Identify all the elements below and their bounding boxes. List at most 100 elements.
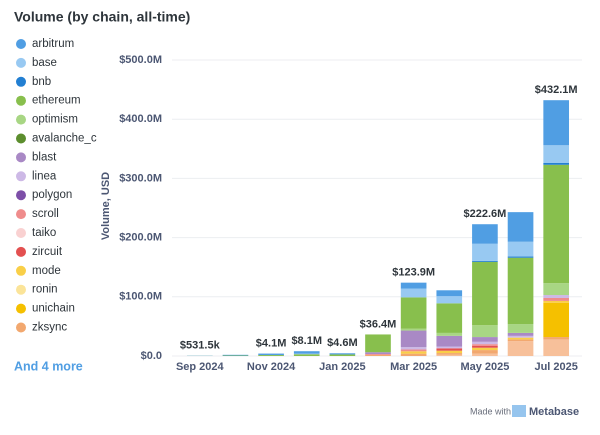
legend-swatch — [16, 76, 26, 87]
bar-segment — [436, 346, 463, 349]
y-axis-title: Volume, USD — [100, 172, 112, 240]
bar-segment — [365, 354, 391, 356]
legend-swatch — [16, 284, 26, 295]
y-tick-label: $100.0M — [119, 291, 162, 303]
bar-segment — [436, 303, 463, 333]
x-tick-label: Jan 2025 — [319, 361, 365, 373]
legend-label: mode — [32, 265, 61, 277]
bar-segment — [365, 334, 391, 353]
legend-label: ethereum — [32, 95, 81, 107]
legend-swatch — [16, 265, 26, 276]
bar-segment — [400, 349, 427, 352]
bar-segment — [507, 257, 534, 325]
bar-segment — [400, 288, 427, 298]
bar-segment — [543, 300, 570, 303]
legend-swatch — [16, 133, 26, 144]
legend-swatch — [16, 57, 26, 68]
bar-segment — [507, 335, 534, 338]
bar-segment — [436, 332, 463, 336]
total-label: $4.6M — [327, 337, 358, 349]
bar-segment — [507, 341, 534, 356]
bar-segment — [400, 353, 427, 356]
total-label: $123.9M — [392, 267, 435, 279]
bar-segment — [436, 296, 463, 304]
bar-segment — [543, 145, 570, 164]
legend-label: polygon — [32, 189, 72, 201]
legend-label: blast — [32, 151, 57, 163]
footer-made-with: Made with — [470, 406, 511, 416]
x-tick-label: Jul 2025 — [534, 361, 577, 373]
bar-segment — [543, 164, 570, 284]
bar-segment — [543, 100, 570, 146]
bar-segment — [507, 212, 534, 242]
legend-swatch — [16, 246, 26, 257]
bar-segment — [436, 353, 463, 355]
bar-segment — [543, 339, 570, 356]
x-tick-label: Mar 2025 — [390, 361, 437, 373]
legend-swatch — [16, 322, 26, 333]
legend-label: base — [32, 57, 57, 69]
bar-segment — [472, 353, 498, 356]
bar-segment — [507, 241, 534, 257]
legend-label: linea — [32, 170, 57, 182]
legend-swatch — [16, 190, 26, 201]
bar-segment — [543, 295, 570, 298]
bar-segment — [400, 328, 427, 331]
bar-segment — [329, 353, 356, 355]
bar-segment — [258, 355, 284, 356]
y-tick-label: $500.0M — [119, 54, 162, 66]
legend-label: zksync — [32, 322, 67, 334]
bar-segment — [472, 224, 498, 244]
legend-swatch — [16, 114, 26, 125]
legend-swatch — [16, 95, 26, 106]
legend-label: avalanche_c — [32, 133, 97, 145]
legend-swatch — [16, 228, 26, 238]
bar-segment — [293, 351, 320, 354]
y-tick-label: $0.0 — [141, 350, 162, 362]
bar-segment — [222, 354, 249, 356]
legend-label: optimism — [32, 114, 78, 126]
bar-segment — [472, 341, 498, 345]
bar-segment — [436, 354, 463, 356]
legend-swatch — [16, 209, 26, 220]
bar-segment — [472, 325, 498, 338]
chart-title: Volume (by chain, all-time) — [14, 9, 190, 25]
bar-segment — [293, 354, 320, 356]
metabase-logo — [512, 405, 526, 417]
bar-segment — [400, 347, 427, 350]
y-tick-label: $400.0M — [119, 113, 162, 125]
bar-segment — [258, 353, 284, 356]
bar-segment — [436, 335, 463, 347]
legend-more: And 4 more — [14, 359, 83, 373]
bar-segment — [329, 354, 356, 356]
bar-segment — [507, 337, 534, 340]
x-tick-label: Sep 2024 — [176, 361, 225, 373]
bar-segment — [365, 353, 391, 355]
bar-segment — [472, 243, 498, 261]
y-tick-label: $300.0M — [119, 172, 162, 184]
bar-segment — [472, 350, 498, 354]
legend-swatch — [16, 39, 26, 49]
bar-segment — [400, 297, 427, 329]
bar-segment — [543, 163, 570, 165]
bar-segment — [436, 348, 463, 351]
bar-segment — [472, 345, 498, 348]
legend-label: zircuit — [32, 246, 63, 258]
bar-segment — [472, 337, 498, 342]
bar-segment — [543, 297, 570, 301]
bar-segment — [507, 339, 534, 342]
bar-segment — [472, 261, 498, 326]
total-label: $531.5k — [180, 340, 221, 352]
y-tick-label: $200.0M — [119, 232, 162, 244]
bar-segment — [400, 282, 427, 289]
legend-label: unichain — [32, 303, 75, 315]
bar-segment — [543, 337, 570, 340]
legend-label: ronin — [32, 284, 58, 296]
total-label: $222.6M — [464, 208, 507, 220]
legend-label: taiko — [32, 227, 56, 239]
bar-segment — [293, 353, 320, 355]
bar-segment — [543, 283, 570, 296]
legend-swatch — [16, 171, 26, 182]
total-label: $8.1M — [291, 335, 322, 347]
